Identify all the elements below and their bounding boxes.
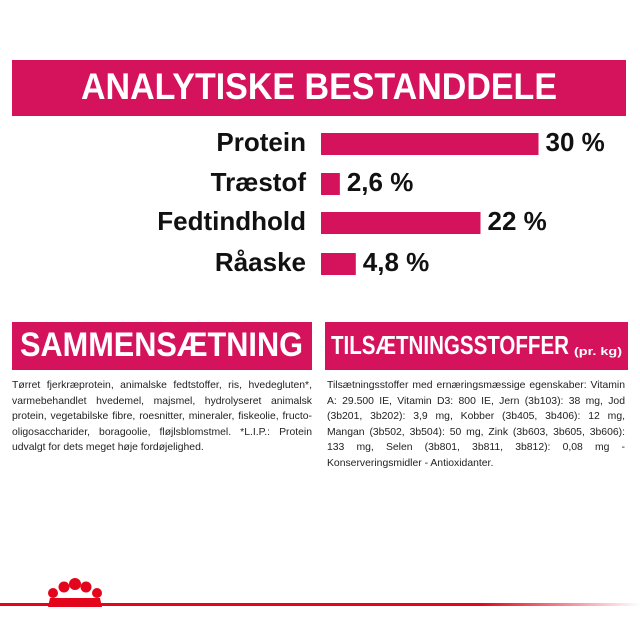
section-text: Tørret fjerkræprotein, animalske fedtsto… bbox=[12, 380, 312, 454]
category-label: Træstof bbox=[211, 167, 307, 197]
section-title: TILSÆTNINGSSTOFFER bbox=[331, 330, 569, 360]
section-subtitle: (pr. kg) bbox=[574, 346, 622, 358]
bar bbox=[321, 253, 356, 275]
section-text: Tilsætningsstoffer med ernæringsmæssige … bbox=[327, 380, 625, 469]
category-label: Råaske bbox=[215, 247, 306, 277]
footer-line bbox=[0, 603, 640, 606]
section-banner bbox=[325, 322, 628, 370]
value-label: 22 % bbox=[488, 206, 547, 236]
category-label: Protein bbox=[216, 127, 306, 157]
chart-title: ANALYTISKE BESTANDDELE bbox=[81, 66, 557, 107]
value-label: 30 % bbox=[546, 127, 605, 157]
bar bbox=[321, 133, 539, 155]
bar bbox=[321, 173, 340, 195]
section-banner bbox=[12, 322, 312, 370]
value-label: 4,8 % bbox=[363, 247, 430, 277]
section-title: SAMMENSÆTNING bbox=[20, 326, 303, 364]
bar bbox=[321, 212, 481, 234]
logo bbox=[48, 578, 102, 607]
title-banner bbox=[12, 60, 626, 116]
value-label: 2,6 % bbox=[347, 167, 414, 197]
category-label: Fedtindhold bbox=[157, 206, 306, 236]
